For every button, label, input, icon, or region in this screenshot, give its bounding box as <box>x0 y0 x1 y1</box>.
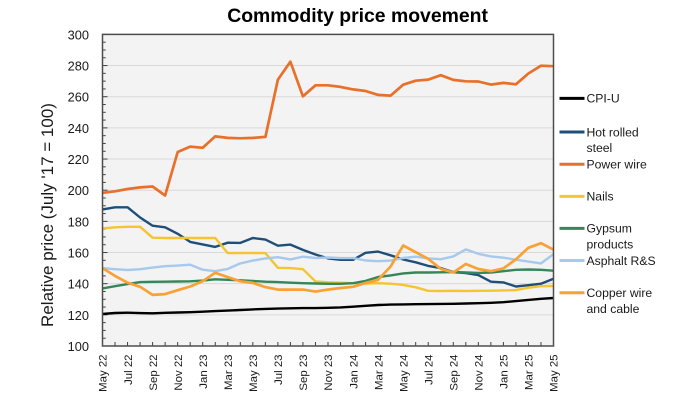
svg-text:CPI-U: CPI-U <box>587 92 620 106</box>
svg-text:Mar 25: Mar 25 <box>524 355 536 390</box>
svg-text:Nov 23: Nov 23 <box>323 355 335 391</box>
svg-text:140: 140 <box>68 277 89 292</box>
svg-text:Gypsum: Gypsum <box>587 222 632 236</box>
svg-text:240: 240 <box>68 121 89 136</box>
svg-text:Sep 22: Sep 22 <box>148 355 160 391</box>
svg-text:300: 300 <box>68 27 89 42</box>
svg-text:May 25: May 25 <box>549 355 561 392</box>
svg-text:May 23: May 23 <box>248 355 260 392</box>
svg-text:Relative price (July '17 = 100: Relative price (July '17 = 100) <box>38 103 57 327</box>
svg-text:Jan 25: Jan 25 <box>499 355 511 389</box>
svg-text:Sep 23: Sep 23 <box>298 355 310 391</box>
svg-text:Mar 23: Mar 23 <box>223 355 235 390</box>
svg-text:120: 120 <box>68 308 89 323</box>
svg-text:Mar 24: Mar 24 <box>373 355 385 390</box>
svg-text:Sep 24: Sep 24 <box>449 355 461 391</box>
svg-text:Jan 24: Jan 24 <box>348 355 360 389</box>
svg-text:Nov 22: Nov 22 <box>173 355 185 391</box>
svg-text:Power wire: Power wire <box>587 158 647 172</box>
svg-text:Jan 23: Jan 23 <box>198 355 210 389</box>
svg-text:steel: steel <box>587 141 613 155</box>
svg-text:Jul 24: Jul 24 <box>423 355 435 385</box>
svg-text:Jul 22: Jul 22 <box>123 355 135 385</box>
svg-text:Nov 24: Nov 24 <box>474 355 486 391</box>
svg-text:Jul 23: Jul 23 <box>273 355 285 385</box>
svg-text:and cable: and cable <box>587 302 640 316</box>
svg-text:products: products <box>587 238 634 252</box>
svg-text:180: 180 <box>68 214 89 229</box>
svg-text:May 24: May 24 <box>398 355 410 392</box>
svg-text:Copper wire: Copper wire <box>587 286 653 300</box>
svg-text:160: 160 <box>68 246 89 261</box>
svg-text:200: 200 <box>68 183 89 198</box>
svg-text:Nails: Nails <box>587 190 614 204</box>
svg-text:220: 220 <box>68 152 89 167</box>
svg-text:100: 100 <box>68 339 89 354</box>
svg-text:Asphalt R&S: Asphalt R&S <box>587 254 656 268</box>
svg-text:Hot rolled: Hot rolled <box>587 125 639 139</box>
svg-text:280: 280 <box>68 59 89 74</box>
svg-text:260: 260 <box>68 90 89 105</box>
svg-text:May 22: May 22 <box>98 355 110 392</box>
svg-text:Commodity price movement: Commodity price movement <box>227 5 488 27</box>
